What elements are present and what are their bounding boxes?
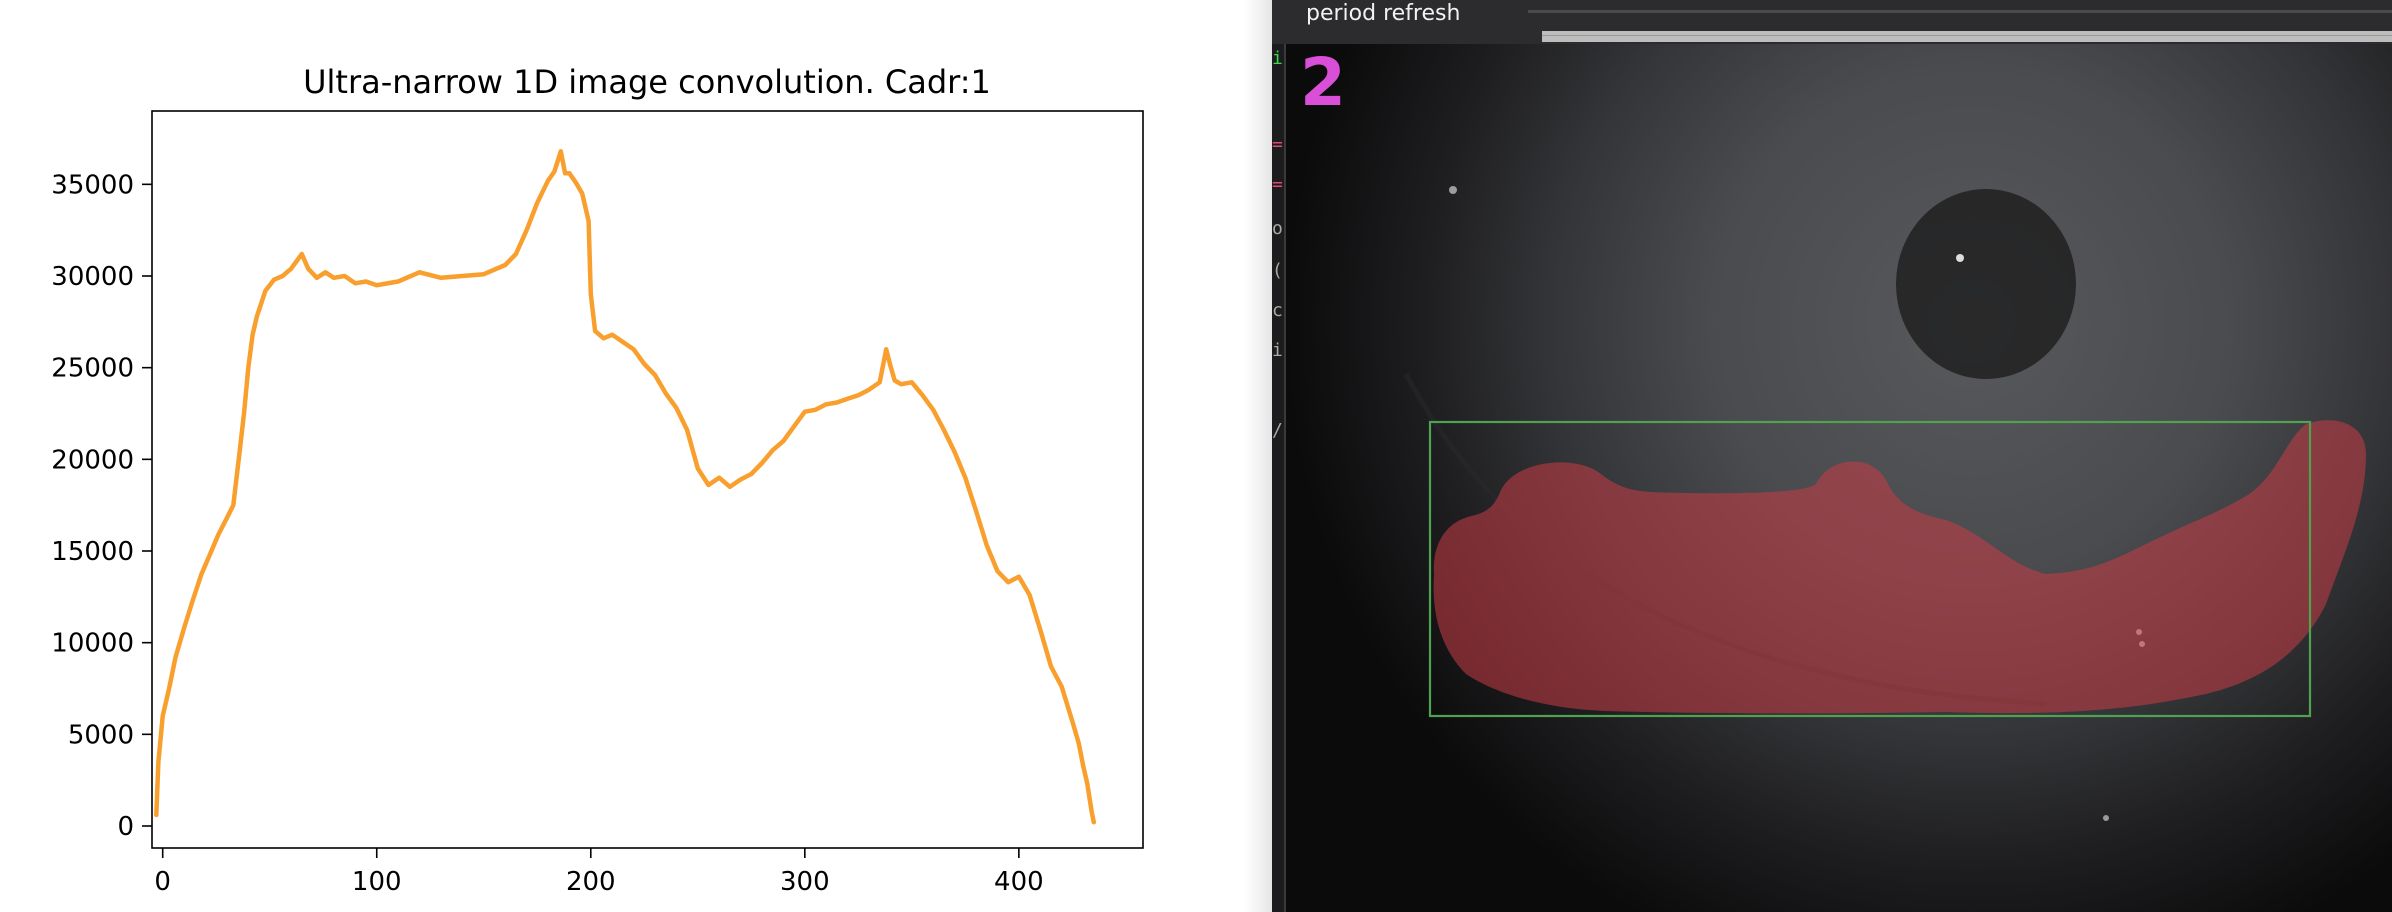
chart-title: Ultra-narrow 1D image convolution. Cadr:… (303, 63, 991, 101)
image-viewer-window: period refresh i = = o(c i/ 2 (1272, 0, 2392, 912)
gutter-glyph: ( (1272, 260, 1283, 281)
window-title: period refresh (1306, 1, 1461, 26)
y-axis: 0 5000 10000 15000 20000 25000 30000 35000 (51, 170, 152, 842)
plot-area-frame (151, 110, 1144, 849)
x-tick-label: 200 (566, 867, 616, 897)
y-tick-label: 10000 (51, 629, 134, 659)
x-tick-label: 300 (780, 867, 830, 897)
gutter-glyph: o (1272, 218, 1283, 239)
viewer-titlebar: period refresh (1272, 0, 2392, 44)
gutter-glyph: c (1272, 300, 1283, 321)
frame-number-label: 2 (1300, 44, 1346, 121)
x-tick-label: 400 (994, 867, 1044, 897)
horizontal-scrollbar[interactable] (1542, 31, 2392, 42)
gutter-glyph: = (1272, 174, 1283, 195)
segmentation-mask (1433, 420, 2366, 714)
orange-data-line (154, 149, 1097, 825)
dark-cavity (1896, 189, 2076, 379)
bounding-box (1428, 420, 2312, 718)
x-axis: 0 100 200 300 400 (154, 848, 1044, 897)
y-tick-label: 15000 (51, 537, 134, 567)
x-tick-label: 100 (352, 867, 402, 897)
gutter-divider (1284, 44, 1286, 912)
speck (1449, 186, 1457, 194)
gutter-glyph: / (1272, 420, 1283, 441)
speck (2103, 815, 2109, 821)
line-chart: Ultra-narrow 1D image convolution. Cadr:… (51, 63, 1144, 897)
y-tick-label: 35000 (51, 170, 134, 200)
frame-overlay (1403, 186, 2366, 821)
y-tick-label: 5000 (68, 720, 134, 750)
gutter-glyph: i (1272, 48, 1283, 69)
code-gutter: i = = o(c i / (1272, 44, 1284, 912)
x-tick-label: 0 (154, 867, 171, 897)
gutter-glyph: = (1272, 134, 1283, 155)
bright-spot (1956, 254, 1964, 262)
titlebar-divider (1528, 10, 2392, 13)
window-edge-shadow (1244, 0, 1272, 912)
gutter-glyph: i (1272, 340, 1283, 361)
y-tick-label: 0 (117, 812, 134, 842)
video-frame: 2 (1286, 44, 2392, 912)
y-tick-label: 30000 (51, 262, 134, 292)
plot-window: Ultra-narrow 1D image convolution. Cadr:… (51, 63, 1144, 897)
y-tick-label: 25000 (51, 354, 134, 384)
y-tick-label: 20000 (51, 445, 134, 475)
